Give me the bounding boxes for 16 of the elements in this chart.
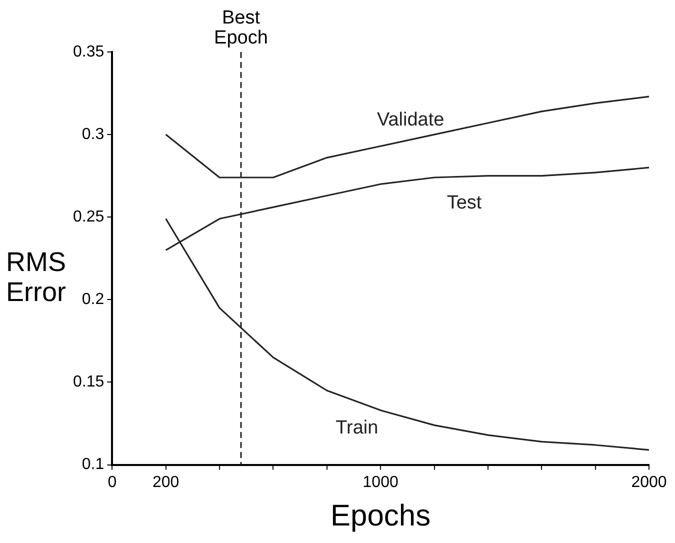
- x-tick-label: 0: [108, 474, 117, 491]
- y-tick-label: 0.3: [82, 126, 104, 143]
- series-label: Train: [336, 418, 378, 439]
- x-tick-label: 1000: [362, 474, 398, 491]
- y-tick-label: 0.2: [82, 291, 104, 308]
- y-axis-title: RMS Error: [6, 246, 66, 307]
- y-tick-label: 0.25: [73, 208, 104, 226]
- series-label: Validate: [376, 109, 444, 130]
- x-axis-title: Epochs: [330, 499, 431, 532]
- x-tick-label: 2000: [631, 474, 667, 491]
- x-tick-label: 200: [152, 474, 180, 491]
- y-tick-label: 0.35: [73, 43, 104, 60]
- y-tick-label: 0.1: [82, 456, 104, 474]
- ref-line-label: Best Epoch: [214, 8, 268, 49]
- y-tick-label: 0.15: [73, 374, 104, 391]
- series-label: Test: [446, 192, 482, 214]
